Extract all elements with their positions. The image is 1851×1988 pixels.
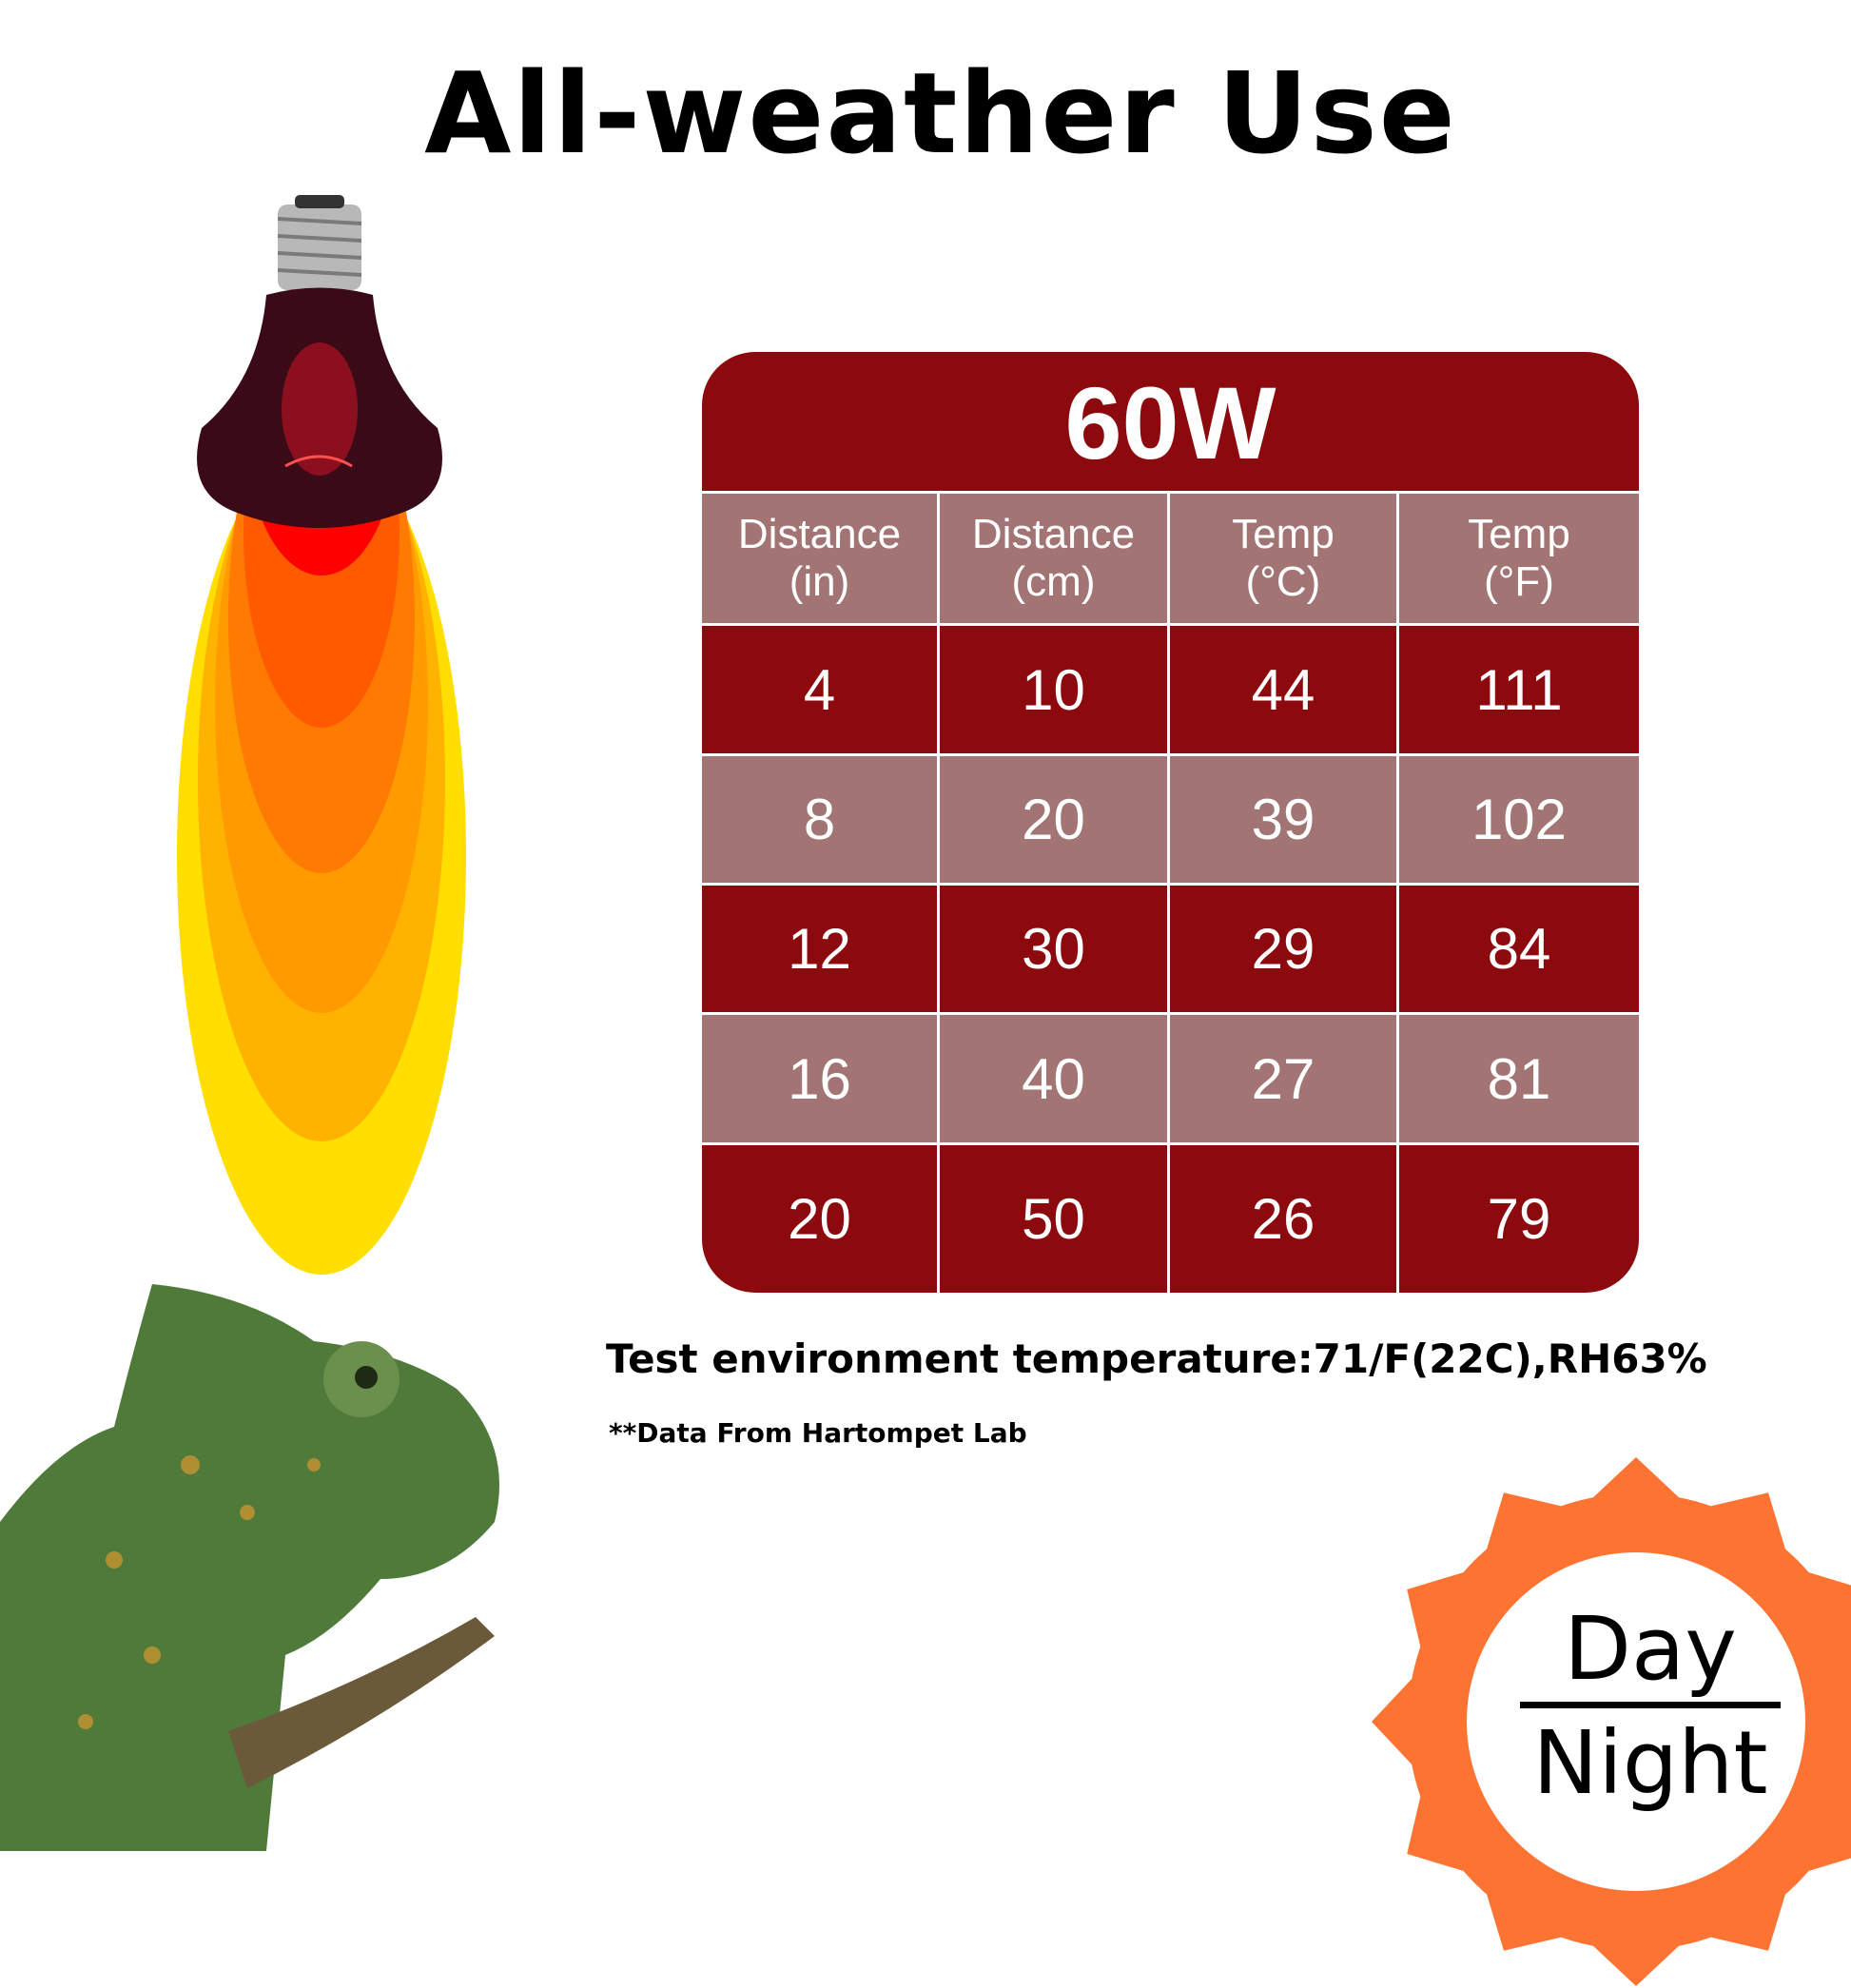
table-cell: 102 — [1399, 756, 1639, 883]
table-cell: 79 — [1399, 1145, 1639, 1293]
table-cell: 10 — [940, 626, 1170, 753]
header-distance-cm: Distance (cm) — [940, 494, 1170, 623]
table-cell: 39 — [1170, 756, 1399, 883]
header-label: Temp — [1468, 511, 1570, 557]
table-cell: 16 — [702, 1015, 940, 1142]
table-cell: 26 — [1170, 1145, 1399, 1293]
header-label: Temp — [1232, 511, 1335, 557]
header-temp-c: Temp (°C) — [1170, 494, 1399, 623]
header-unit: (in) — [789, 558, 850, 605]
table-row: 8 20 39 102 — [702, 756, 1639, 883]
header-unit: (°C) — [1245, 558, 1321, 605]
table-cell: 4 — [702, 626, 940, 753]
table-cell: 12 — [702, 886, 940, 1012]
table-cell: 81 — [1399, 1015, 1639, 1142]
day-label: Day — [1564, 1598, 1737, 1700]
table-cell: 30 — [940, 886, 1170, 1012]
table-cell: 27 — [1170, 1015, 1399, 1142]
temperature-table: 60W Distance (in) Distance (cm) Temp (°C) T… — [702, 352, 1639, 1293]
table-row: 4 10 44 111 — [702, 626, 1639, 753]
table-cell: 29 — [1170, 886, 1399, 1012]
light-bulb-icon — [197, 195, 442, 528]
header-label: Distance — [737, 511, 902, 557]
table-cell: 40 — [940, 1015, 1170, 1142]
page-title: All-weather Use — [424, 48, 1457, 179]
night-label: Night — [1532, 1712, 1768, 1814]
header-temp-f: Temp (°F) — [1399, 494, 1639, 623]
table-row: 20 50 26 79 — [702, 1145, 1639, 1293]
test-environment-note: Test environment temperature:71/F(22C),R… — [606, 1335, 1707, 1382]
table-cell: 44 — [1170, 626, 1399, 753]
header-distance-in: Distance (in) — [702, 494, 940, 623]
table-row: 16 40 27 81 — [702, 1015, 1639, 1142]
header-unit: (cm) — [1011, 558, 1096, 605]
table-cell: 111 — [1399, 626, 1639, 753]
wattage-header: 60W — [702, 352, 1639, 491]
table-cell: 20 — [702, 1145, 940, 1293]
table-cell: 8 — [702, 756, 940, 883]
chameleon-illustration — [0, 1284, 499, 1851]
heat-bulb-illustration — [177, 195, 466, 1275]
table-header-row: Distance (in) Distance (cm) Temp (°C) Temp(… — [702, 494, 1639, 623]
table-cell: 20 — [940, 756, 1170, 883]
divider — [1520, 1702, 1781, 1708]
header-label: Distance — [971, 511, 1136, 557]
table-row: 12 30 29 84 — [702, 886, 1639, 1012]
table-cell: 84 — [1399, 886, 1639, 1012]
day-night-badge: Day Night — [1512, 1598, 1788, 1814]
data-source-note: **Data From Hartompet Lab — [609, 1417, 1027, 1449]
header-unit: (°F) — [1484, 558, 1554, 605]
table-cell: 50 — [940, 1145, 1170, 1293]
